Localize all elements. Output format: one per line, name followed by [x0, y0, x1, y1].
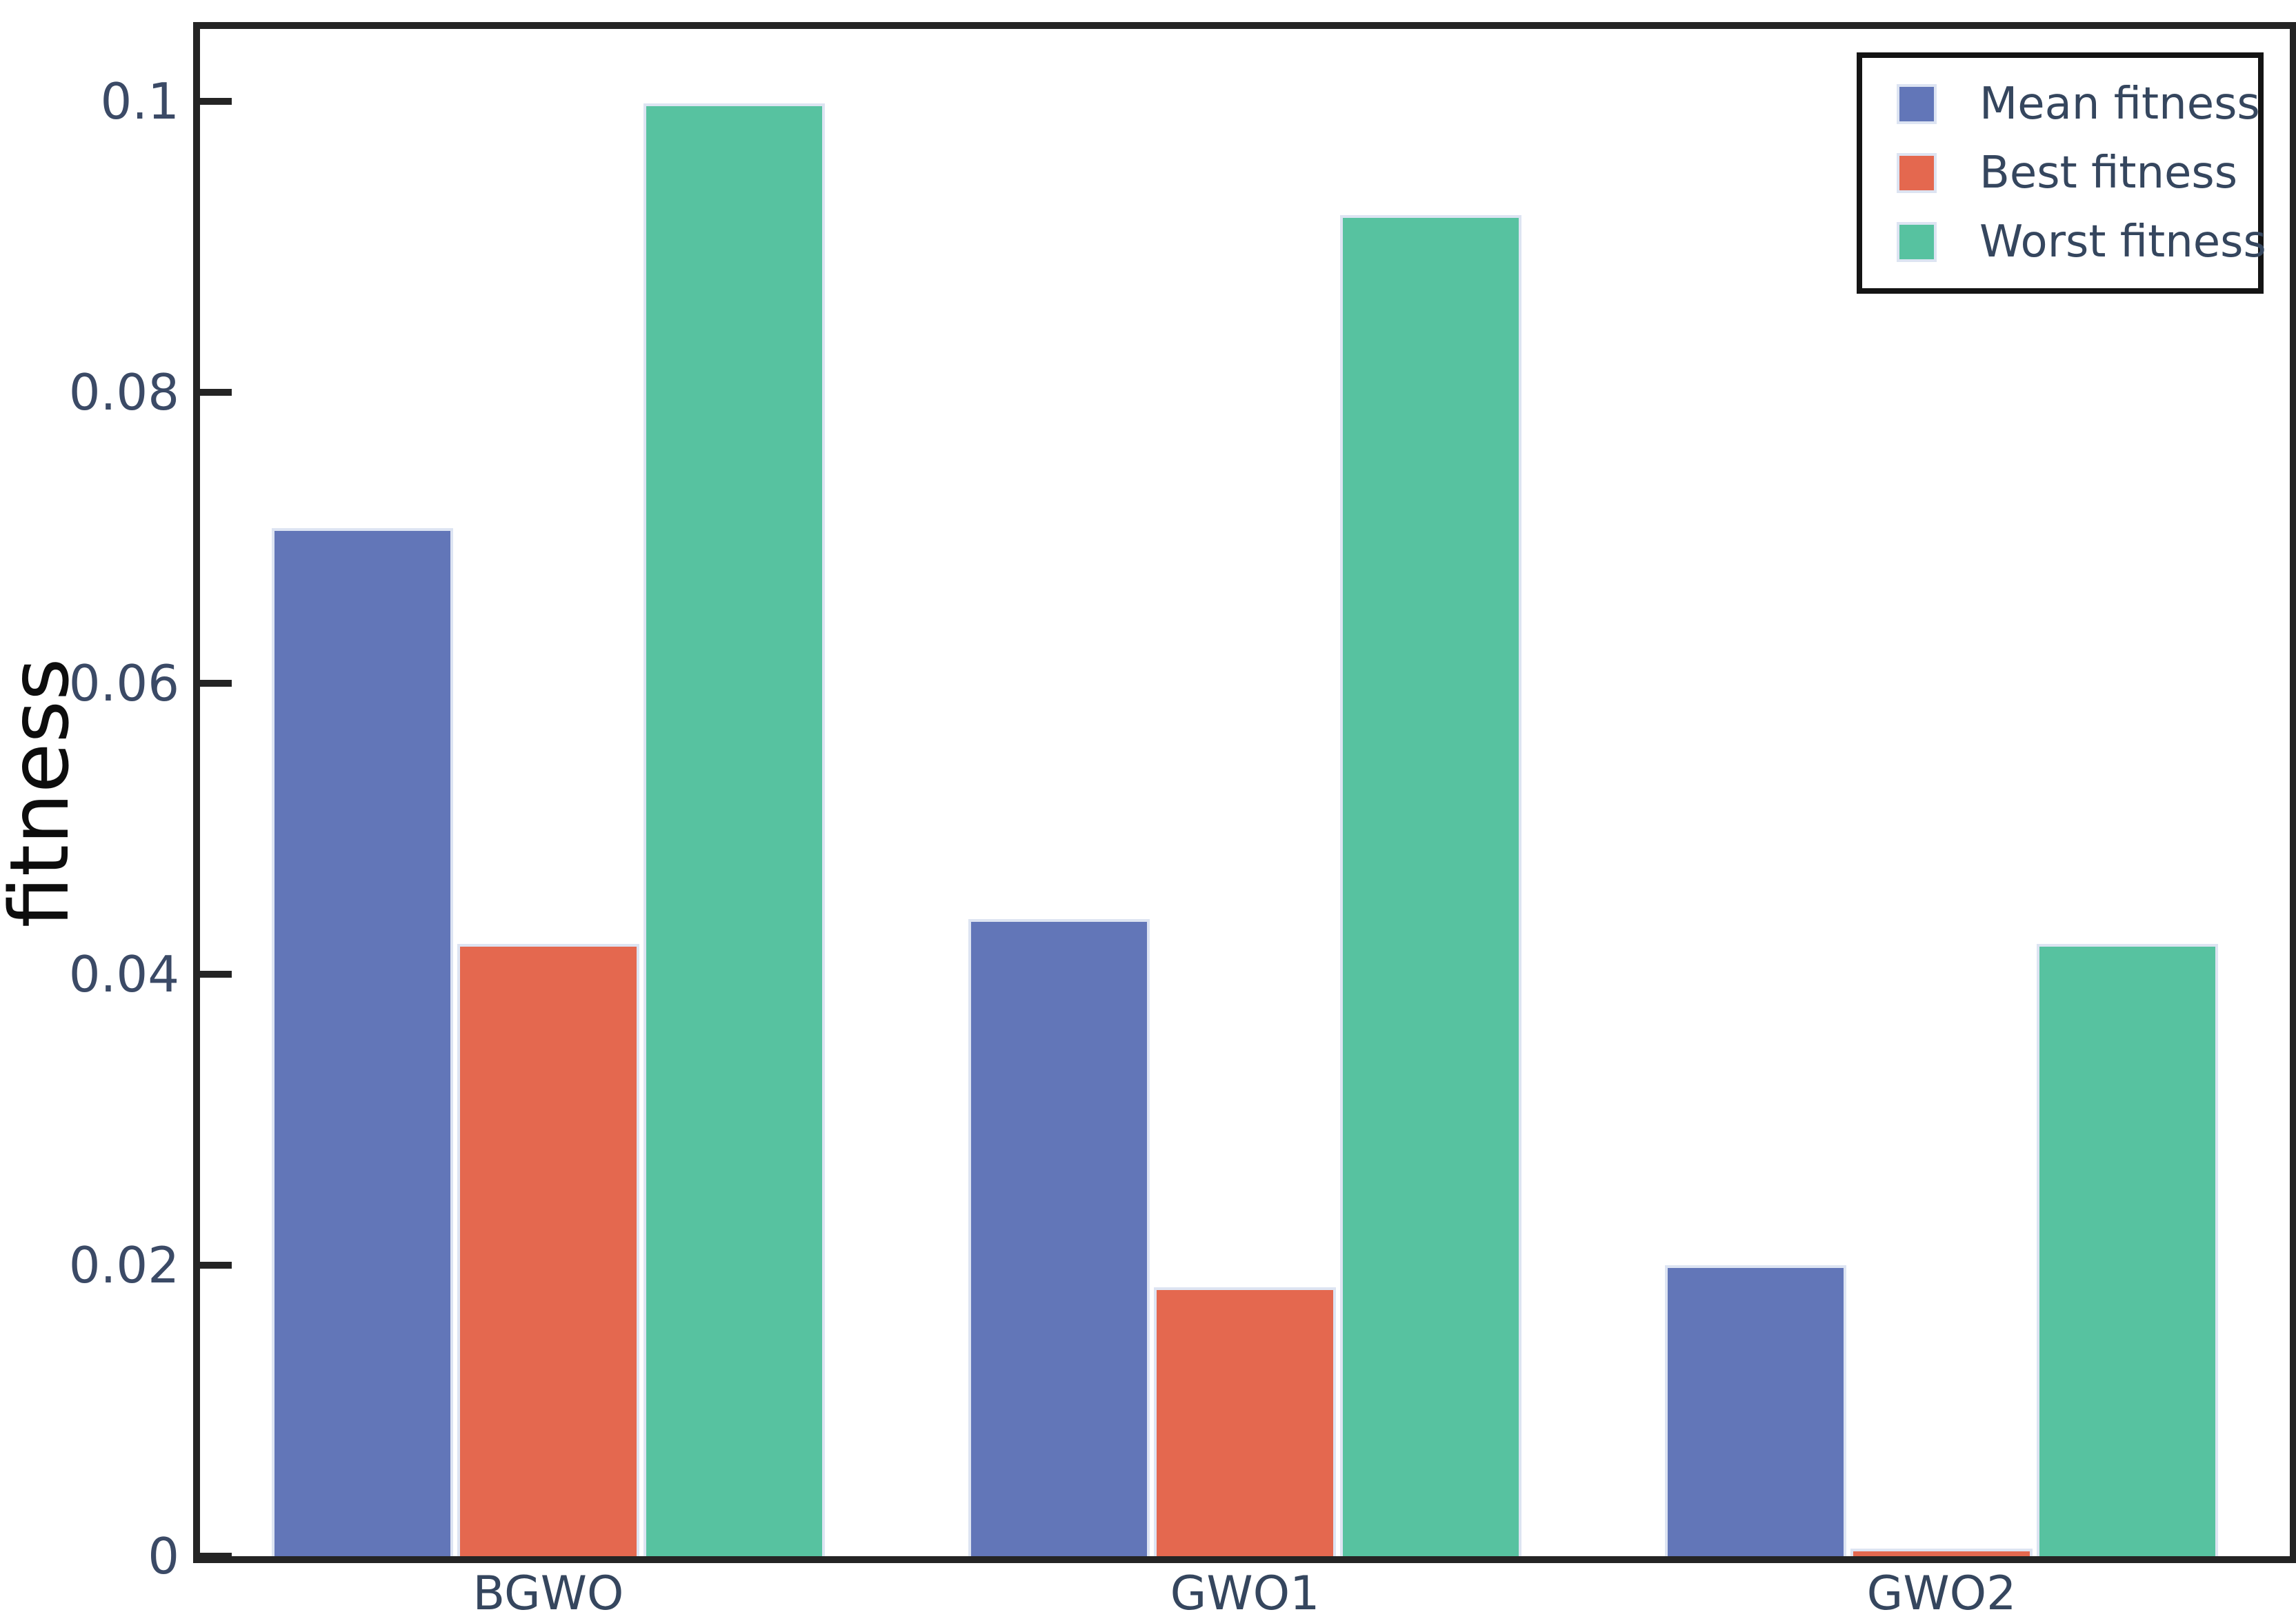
bar-bgwo-worst-fitness [643, 103, 825, 1556]
y-tick-mark [200, 1262, 232, 1269]
legend-label: Worst fitness [1979, 217, 2266, 268]
bar-bgwo-best-fitness [457, 943, 639, 1556]
legend-swatch-worst-fitness [1897, 222, 1937, 262]
legend-label: Mean fitness [1979, 79, 2260, 130]
bar-bgwo-mean-fitness [272, 527, 454, 1556]
y-tick-label: 0.02 [68, 1236, 179, 1295]
legend-swatch-mean-fitness [1897, 84, 1937, 124]
legend-item-mean-fitness: Mean fitness [1897, 79, 2260, 130]
legend: Mean fitness Best fitness Worst fitness [1857, 52, 2266, 294]
y-tick-mark [200, 1553, 232, 1560]
bar-gwo1-best-fitness [1154, 1287, 1336, 1556]
bar-gwo1-mean-fitness [968, 919, 1150, 1556]
bar-gwo1-worst-fitness [1339, 215, 1521, 1556]
y-tick-label: 0.1 [100, 72, 179, 131]
x-category-label: GWO2 [1866, 1567, 2017, 1621]
x-category-label: GWO1 [1170, 1567, 1320, 1621]
bar-gwo2-best-fitness [1850, 1549, 2033, 1556]
legend-swatch-best-fitness [1897, 153, 1937, 193]
y-tick-mark [200, 98, 232, 105]
y-tick-label: 0.04 [68, 945, 179, 1004]
bar-gwo2-worst-fitness [2036, 943, 2218, 1556]
y-tick-label: 0.06 [68, 654, 179, 713]
y-tick-mark [200, 971, 232, 978]
y-tick-mark [200, 389, 232, 396]
legend-item-worst-fitness: Worst fitness [1897, 217, 2266, 268]
y-tick-label: 0.08 [68, 363, 179, 422]
legend-item-best-fitness: Best fitness [1897, 148, 2237, 199]
bar-gwo2-mean-fitness [1665, 1265, 1847, 1556]
legend-label: Best fitness [1979, 148, 2238, 199]
x-category-label: BGWO [472, 1567, 624, 1621]
y-tick-label: 0 [148, 1527, 179, 1585]
y-tick-mark [200, 680, 232, 687]
